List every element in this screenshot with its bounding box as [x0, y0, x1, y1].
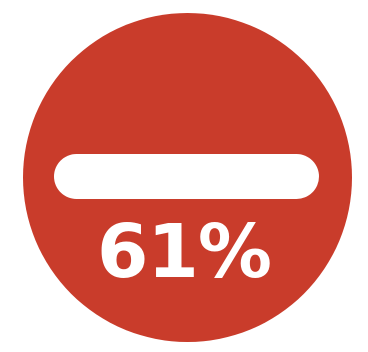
minus-icon — [54, 154, 319, 199]
percentage-value: 61% — [96, 209, 272, 295]
